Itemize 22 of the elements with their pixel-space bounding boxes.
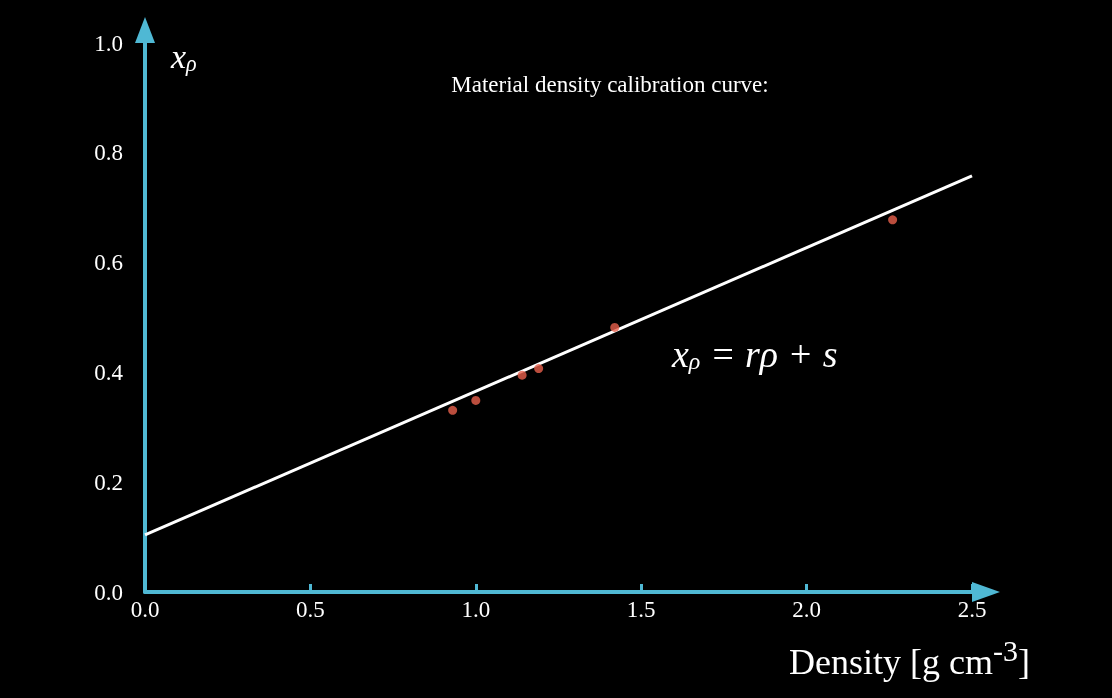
point [448,405,458,415]
y-tick-label: 0.6 [94,250,123,276]
point [610,322,620,332]
x-tick-label: 1.0 [461,597,491,622]
x-tick-label: 0.5 [296,597,325,622]
x-axis-title: Density [g cm$^{-3}$] [789,634,1030,682]
point [471,395,481,405]
y-tick-label: 1.0 [94,30,123,56]
point [517,370,527,380]
x-tick-label: 1.5 [626,597,656,622]
y-axis-title: xρ [170,38,197,77]
y-tick-label: 0.2 [94,469,123,495]
y-tick-label: 0.8 [94,140,123,166]
y-tick-label: 0.4 [94,359,124,385]
text: Material density calibration curve: [451,72,769,97]
annotation: xρ = rρ + s [671,333,838,375]
x-tick-label: 2.0 [792,597,821,622]
x-tick-label: 0.0 [130,597,160,622]
y-tick-label: 0.0 [94,579,123,605]
point [888,215,898,225]
point [534,364,544,374]
x-tick-label: 2.5 [957,597,987,622]
